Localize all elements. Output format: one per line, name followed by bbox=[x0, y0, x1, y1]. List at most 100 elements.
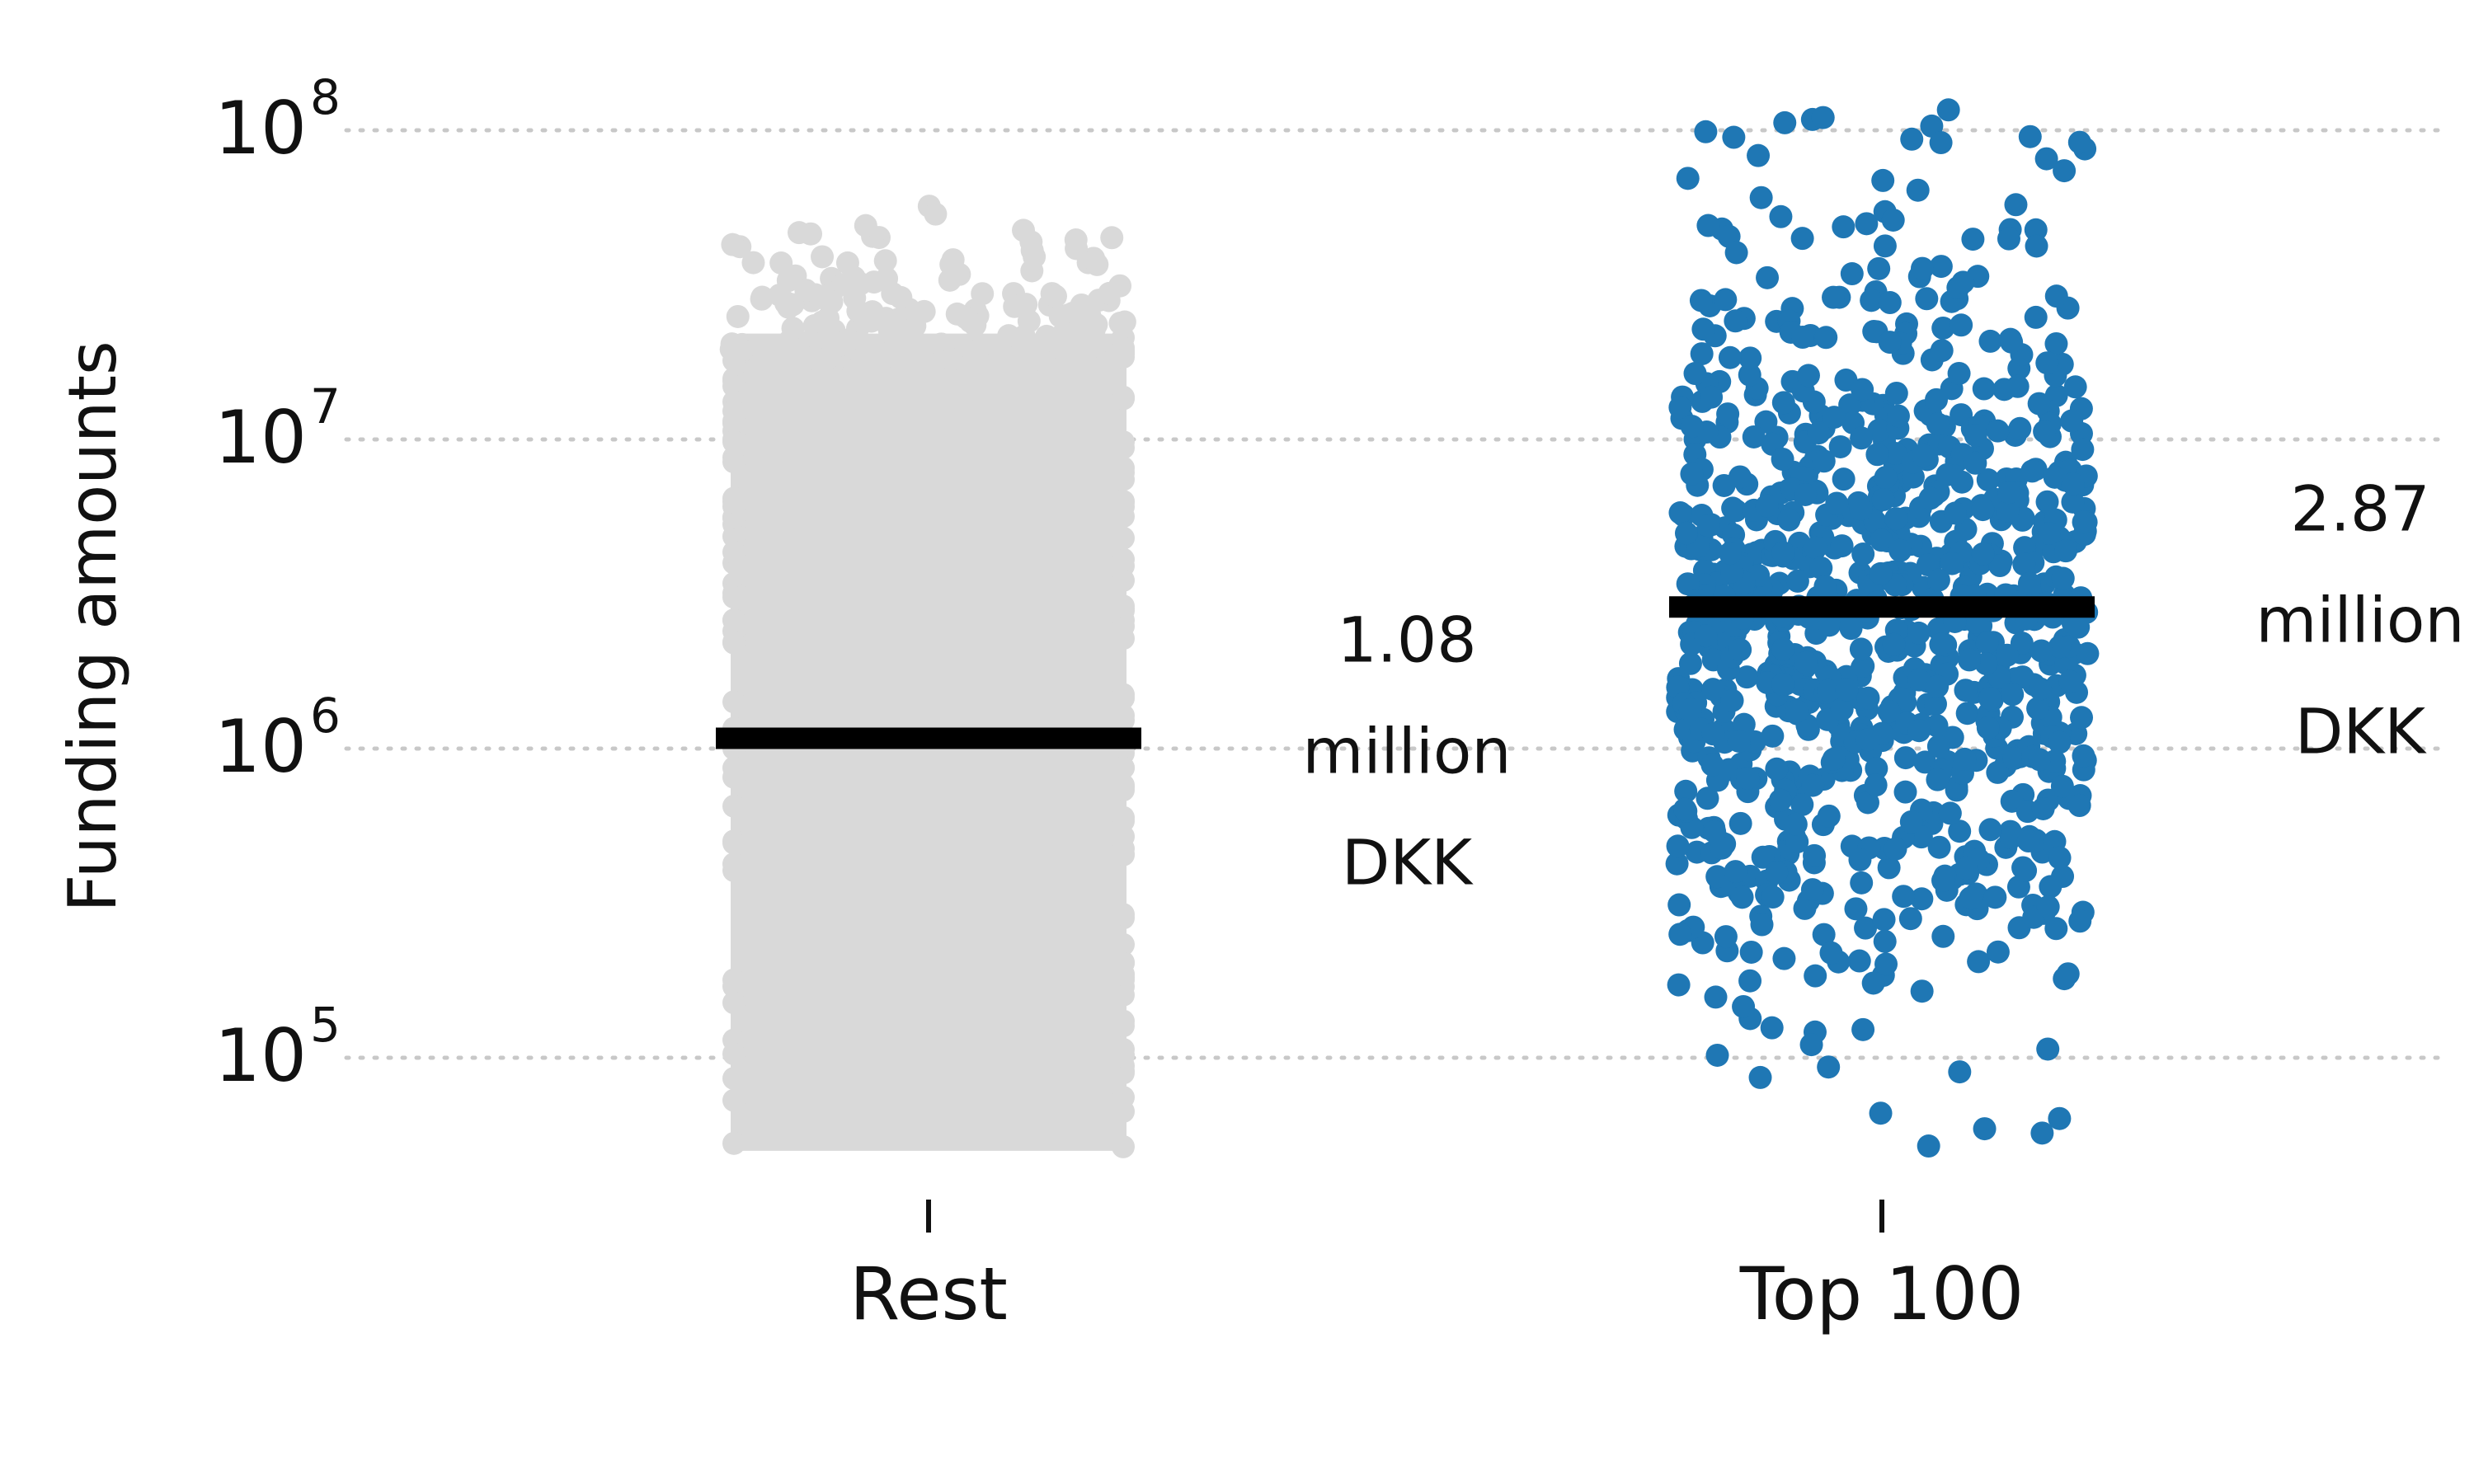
data-point bbox=[2018, 124, 2042, 148]
data-point bbox=[1724, 309, 1747, 333]
data-point bbox=[2061, 472, 2085, 495]
data-point bbox=[722, 852, 745, 876]
data-point bbox=[1884, 837, 1907, 861]
data-point bbox=[912, 299, 936, 323]
data-point bbox=[2071, 438, 2095, 462]
data-point bbox=[1971, 542, 1995, 566]
data-point bbox=[1915, 287, 1939, 311]
y-tick-exponent: 7 bbox=[310, 378, 341, 434]
data-point bbox=[1973, 1117, 1997, 1141]
data-point bbox=[2070, 706, 2094, 730]
data-point bbox=[2036, 1037, 2060, 1061]
data-point bbox=[2025, 234, 2048, 258]
data-point bbox=[1696, 214, 1720, 237]
data-point bbox=[1765, 861, 1789, 885]
data-point bbox=[1724, 241, 1748, 265]
data-point bbox=[1052, 321, 1076, 345]
data-point bbox=[2067, 130, 2091, 154]
data-point bbox=[835, 251, 859, 275]
x-category-label: Top 100 bbox=[1739, 1252, 2024, 1336]
data-point bbox=[1986, 760, 2010, 784]
data-point bbox=[939, 252, 963, 276]
data-point bbox=[1940, 552, 1964, 575]
data-point bbox=[1683, 362, 1707, 386]
data-point bbox=[2020, 459, 2044, 483]
data-point bbox=[1817, 1055, 1841, 1079]
grid-lines bbox=[344, 128, 2443, 1060]
data-point bbox=[1714, 925, 1738, 949]
data-point bbox=[1112, 683, 1135, 707]
data-point bbox=[1673, 797, 1697, 821]
data-point bbox=[2006, 374, 2030, 398]
data-point bbox=[816, 307, 840, 331]
data-point bbox=[2016, 829, 2040, 853]
data-point bbox=[1953, 747, 1977, 771]
data-point bbox=[2067, 794, 2091, 818]
data-point bbox=[1926, 674, 1950, 698]
data-point bbox=[1856, 728, 1879, 752]
data-point bbox=[722, 430, 745, 453]
data-point bbox=[1943, 501, 1967, 525]
y-tick-label: 10 8 bbox=[214, 69, 341, 171]
series-rest bbox=[719, 195, 1136, 1158]
data-point bbox=[1877, 700, 1901, 724]
data-point bbox=[1761, 885, 1785, 909]
data-point bbox=[2044, 917, 2068, 941]
y-tick-label: 10 7 bbox=[214, 378, 341, 480]
data-point bbox=[1927, 835, 1951, 859]
data-point bbox=[1112, 614, 1135, 638]
data-point bbox=[1112, 708, 1135, 732]
data-point bbox=[1812, 923, 1836, 946]
data-point bbox=[1751, 845, 1775, 869]
data-point bbox=[1696, 787, 1719, 810]
data-point bbox=[1912, 444, 1935, 467]
data-point bbox=[1771, 673, 1794, 697]
median-label-line: DKK bbox=[1342, 825, 1474, 899]
data-point bbox=[1790, 792, 1814, 816]
data-point bbox=[1874, 952, 1898, 976]
data-point bbox=[889, 317, 913, 341]
data-point bbox=[2061, 490, 2085, 514]
data-point bbox=[1020, 259, 1044, 283]
data-point bbox=[965, 343, 989, 367]
data-point bbox=[2060, 409, 2084, 433]
data-point bbox=[1931, 869, 1955, 893]
data-point bbox=[1997, 227, 2020, 251]
data-point bbox=[1871, 168, 1895, 192]
data-point bbox=[1978, 329, 2002, 353]
data-point bbox=[1739, 940, 1763, 964]
data-point bbox=[1835, 678, 1859, 702]
data-point bbox=[1874, 466, 1898, 490]
data-point bbox=[1964, 451, 1987, 475]
data-point bbox=[1926, 412, 1950, 436]
data-point bbox=[1849, 637, 1873, 661]
data-point bbox=[1112, 951, 1135, 975]
data-point bbox=[787, 221, 811, 245]
data-point bbox=[1112, 773, 1135, 797]
y-tick-base: 10 bbox=[214, 1013, 307, 1098]
data-point bbox=[2011, 665, 2034, 689]
data-point bbox=[1899, 810, 1923, 834]
data-point bbox=[1800, 878, 1824, 902]
data-point bbox=[2053, 159, 2077, 183]
data-point bbox=[1814, 326, 1838, 350]
data-point bbox=[722, 1131, 745, 1155]
data-point bbox=[1804, 536, 1827, 560]
data-point bbox=[1771, 391, 1795, 415]
data-point bbox=[1851, 378, 1874, 402]
y-tick-base: 10 bbox=[214, 395, 307, 480]
data-point bbox=[1010, 293, 1034, 317]
data-point bbox=[2076, 641, 2100, 665]
data-point bbox=[2063, 375, 2087, 399]
y-tick-label: 10 5 bbox=[214, 997, 341, 1098]
data-point bbox=[1732, 994, 1756, 1018]
data-point bbox=[1855, 212, 1879, 236]
data-point bbox=[2004, 193, 2028, 217]
data-point bbox=[1917, 1134, 1940, 1158]
data-point bbox=[1817, 679, 1841, 702]
data-point bbox=[2058, 669, 2082, 693]
data-point bbox=[1983, 885, 2007, 909]
data-point bbox=[1975, 631, 1999, 655]
data-point bbox=[1925, 387, 1949, 411]
data-point bbox=[1691, 317, 1715, 341]
